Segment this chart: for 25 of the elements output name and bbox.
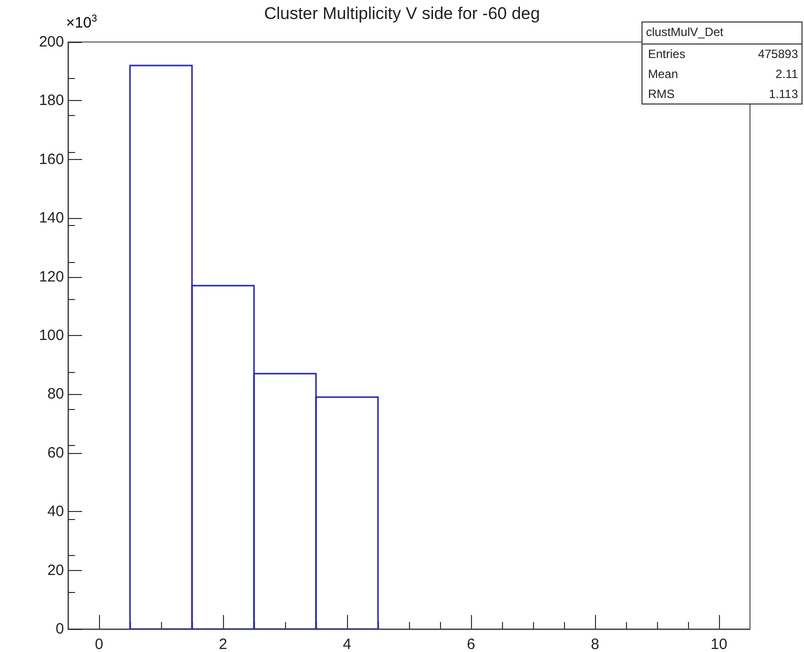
y-tick-label: 180 bbox=[38, 92, 64, 110]
x-tick-label: 0 bbox=[94, 636, 104, 652]
y-tick-label: 40 bbox=[47, 503, 64, 520]
y-tick-label: 80 bbox=[47, 386, 64, 403]
y-tick-label: 200 bbox=[38, 34, 64, 50]
y-tick-label: 160 bbox=[38, 150, 64, 168]
x-tick-label: 4 bbox=[342, 636, 352, 652]
text: 2.11 bbox=[776, 67, 798, 81]
annotation: RMS bbox=[648, 87, 675, 101]
x-tick-label: 8 bbox=[590, 636, 600, 652]
y-tick-label: 60 bbox=[47, 444, 64, 462]
annotation: Mean bbox=[648, 67, 678, 81]
text: 475893 bbox=[758, 47, 798, 61]
y-tick-label: 120 bbox=[38, 268, 64, 286]
annotation: Entries bbox=[648, 47, 686, 61]
y-tick-label: 20 bbox=[47, 562, 64, 579]
chart-title: Cluster Multiplicity V side for -60 deg bbox=[264, 4, 540, 23]
x-tick-label: 2 bbox=[218, 636, 228, 652]
text: clustMulV_Det bbox=[646, 25, 724, 39]
y-tick-label: 140 bbox=[38, 210, 64, 227]
y-tick-label: 0 bbox=[56, 620, 64, 638]
x-tick-label: 6 bbox=[466, 636, 476, 652]
text: 1.113 bbox=[768, 87, 798, 101]
y-tick-label: 100 bbox=[38, 327, 64, 344]
x-tick-label: 10 bbox=[710, 636, 728, 652]
